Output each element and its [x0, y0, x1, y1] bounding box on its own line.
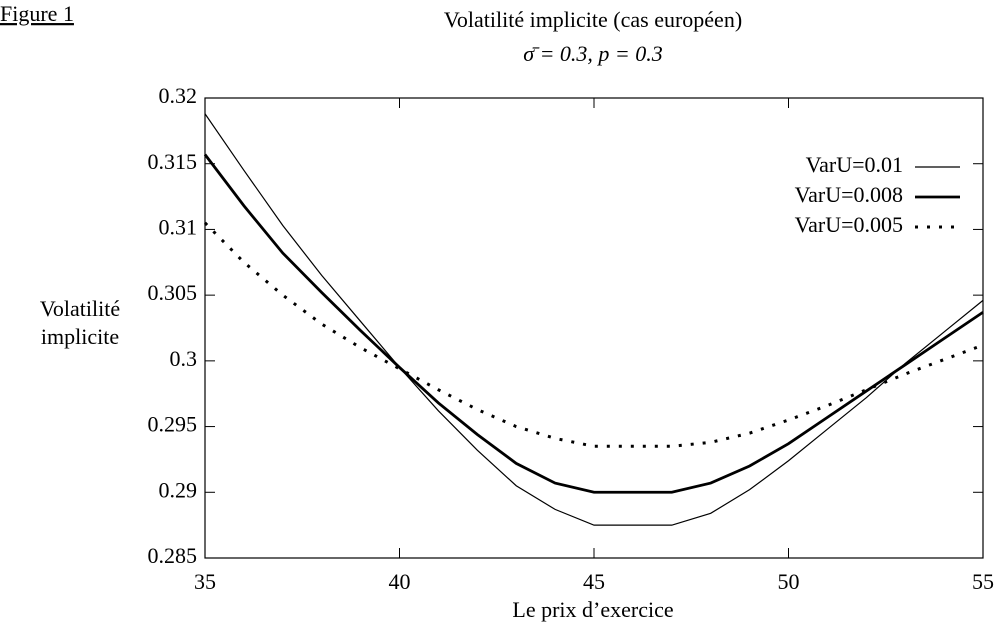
x-axis-label: Le prix d’exercice — [512, 597, 673, 622]
legend-label: VarU=0.01 — [806, 152, 903, 177]
x-tick-label: 40 — [389, 569, 411, 594]
y-tick-label: 0.32 — [159, 83, 198, 108]
y-tick-label: 0.305 — [148, 280, 198, 305]
legend-label: VarU=0.008 — [795, 182, 903, 207]
series-line — [203, 153, 984, 494]
chart-subtitle: σ̄ = 0.3, p = 0.3 — [523, 41, 663, 66]
y-tick-label: 0.3 — [170, 346, 198, 371]
y-tick-label: 0.295 — [148, 412, 198, 437]
x-tick-label: 35 — [194, 569, 216, 594]
legend-label: VarU=0.005 — [795, 212, 903, 237]
figure-label: Figure 1 — [0, 1, 74, 26]
y-tick-label: 0.31 — [159, 214, 198, 239]
y-axis-label: Volatilité — [40, 296, 120, 321]
series-line — [204, 113, 984, 526]
y-axis-label: implicite — [41, 324, 119, 349]
chart-title: Volatilité implicite (cas européen) — [444, 7, 742, 32]
x-tick-label: 50 — [778, 569, 800, 594]
y-tick-label: 0.29 — [159, 477, 198, 502]
y-tick-label: 0.315 — [148, 149, 198, 174]
series-line — [203, 221, 984, 448]
x-tick-label: 45 — [583, 569, 605, 594]
x-tick-label: 55 — [972, 569, 994, 594]
y-tick-label: 0.285 — [148, 543, 198, 568]
